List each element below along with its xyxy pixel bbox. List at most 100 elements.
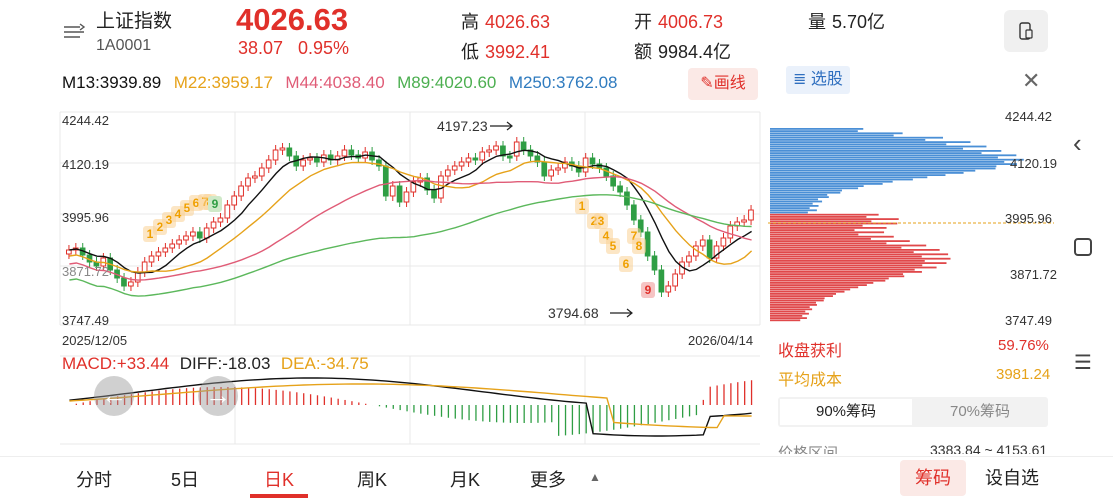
diff-line (69, 377, 752, 437)
cost-label: 平均成本 (778, 372, 843, 389)
chip-bar (770, 312, 809, 315)
candle-body (190, 231, 196, 237)
candle-body (128, 281, 134, 287)
chip-bar (770, 194, 828, 196)
stock-code: 1A0001 (96, 37, 152, 54)
draw-line-button[interactable]: ✎画线 (688, 68, 758, 100)
home-nav-icon[interactable] (1074, 238, 1092, 256)
y-axis-bottom: 3747.49 (62, 313, 109, 328)
tab-5day[interactable]: 5日 (171, 470, 200, 490)
volume-stat: 量 5.70亿 (808, 8, 885, 34)
chips-button[interactable]: 筹码 (900, 460, 966, 496)
chip-bar (770, 304, 817, 306)
tab-intraday[interactable]: 分时 (76, 470, 112, 490)
chip-bar (770, 275, 905, 278)
candle-body (203, 227, 210, 239)
chip-bar (770, 260, 925, 262)
amount-label: 额 (634, 42, 652, 62)
select-stock-button[interactable]: ≣ 选股 (786, 66, 850, 94)
sequence-marker: 8 (632, 238, 646, 254)
high-value: 4026.63 (485, 12, 551, 32)
candle-body (410, 181, 417, 193)
tab-weekly-k[interactable]: 周K (357, 470, 388, 490)
low-annotation: 3794.68 (548, 305, 599, 321)
tab-more[interactable]: 更多 (530, 470, 566, 490)
chip-bar (770, 244, 927, 247)
menu-icon[interactable] (62, 22, 86, 42)
candle-body (527, 149, 534, 157)
price-range-value: 3383.84 ~ 4153.61 (930, 442, 1048, 454)
candle-body (658, 269, 665, 293)
diff-value: DIFF:-18.03 (179, 354, 271, 373)
tab-daily-k[interactable]: 日K (264, 470, 295, 490)
dea-line (69, 383, 752, 429)
candle-body (493, 145, 499, 151)
chip-bar (770, 191, 841, 194)
date-start: 2025/12/05 (62, 333, 128, 348)
candle-body (534, 155, 541, 163)
close-icon[interactable]: ✕ (1022, 68, 1041, 93)
candle-body (500, 145, 506, 157)
chip-bar (770, 231, 885, 234)
pencil-icon: ✎ (700, 75, 714, 92)
chip-bar (770, 202, 813, 205)
draw-line-label: 画线 (713, 75, 746, 92)
candle-body (479, 151, 486, 161)
chip-bar (770, 216, 867, 218)
open-label: 开 (634, 12, 652, 32)
chip-bar (770, 242, 887, 245)
chip-bar (770, 299, 824, 302)
chip-bar (770, 297, 825, 300)
candle-body (672, 273, 679, 287)
candle-body (341, 149, 348, 157)
chip-bar (770, 167, 996, 170)
volume-value: 5.70亿 (832, 12, 886, 32)
candle-body (610, 175, 616, 187)
chip-bar (770, 178, 913, 181)
landscape-toggle-button[interactable] (1004, 10, 1048, 52)
candle-body (183, 235, 189, 241)
candle-body (562, 161, 568, 169)
tab-90-chips[interactable]: 90%筹码 (780, 399, 912, 425)
chip-bar (770, 218, 899, 220)
tab-monthly-k[interactable]: 月K (450, 470, 481, 490)
ma44-value: M44:4038.40 (285, 73, 385, 92)
candle-body (169, 243, 176, 249)
candle-body (444, 169, 451, 177)
macd-value: MACD:+33.44 (62, 354, 170, 373)
candle-body (699, 239, 706, 247)
sequence-marker: 9 (208, 196, 222, 212)
candle-body (217, 217, 224, 223)
chip-bar (770, 169, 976, 172)
arrow-left-icon: ← (101, 380, 127, 410)
ma22-value: M22:3959.17 (173, 73, 273, 92)
ma13-value: M13:3939.89 (62, 73, 162, 92)
low-value: 3992.41 (485, 42, 551, 62)
chip-bar (770, 301, 816, 304)
chip-y-3: 3995.96 (1005, 211, 1052, 226)
back-nav-icon[interactable]: ‹ (1073, 128, 1082, 158)
cost-value: 3981.24 (996, 366, 1051, 383)
candle-body (245, 177, 251, 187)
candle-body (141, 261, 148, 273)
tab-70-chips[interactable]: 70%筹码 (949, 403, 1011, 420)
scroll-right-button[interactable]: → (198, 376, 238, 416)
scroll-left-button[interactable]: ← (94, 376, 134, 416)
candle-body (465, 157, 472, 163)
candle-body (389, 185, 396, 197)
chip-bar (770, 174, 946, 176)
chip-bar (770, 183, 883, 185)
recent-nav-icon[interactable]: ☰ (1074, 352, 1092, 374)
candle-body (162, 247, 169, 253)
chip-bar (770, 150, 1002, 152)
chip-bar (770, 273, 904, 275)
active-tab-indicator (250, 494, 308, 498)
chip-y-2: 4120.19 (1010, 156, 1057, 171)
list-icon: ≣ (793, 71, 807, 88)
chip-bar (770, 189, 842, 192)
candle-body (589, 157, 596, 165)
caret-up-icon[interactable]: ▲ (589, 470, 601, 484)
chip-bar (770, 211, 808, 214)
add-watchlist-button[interactable]: 设自选 (985, 468, 1039, 488)
